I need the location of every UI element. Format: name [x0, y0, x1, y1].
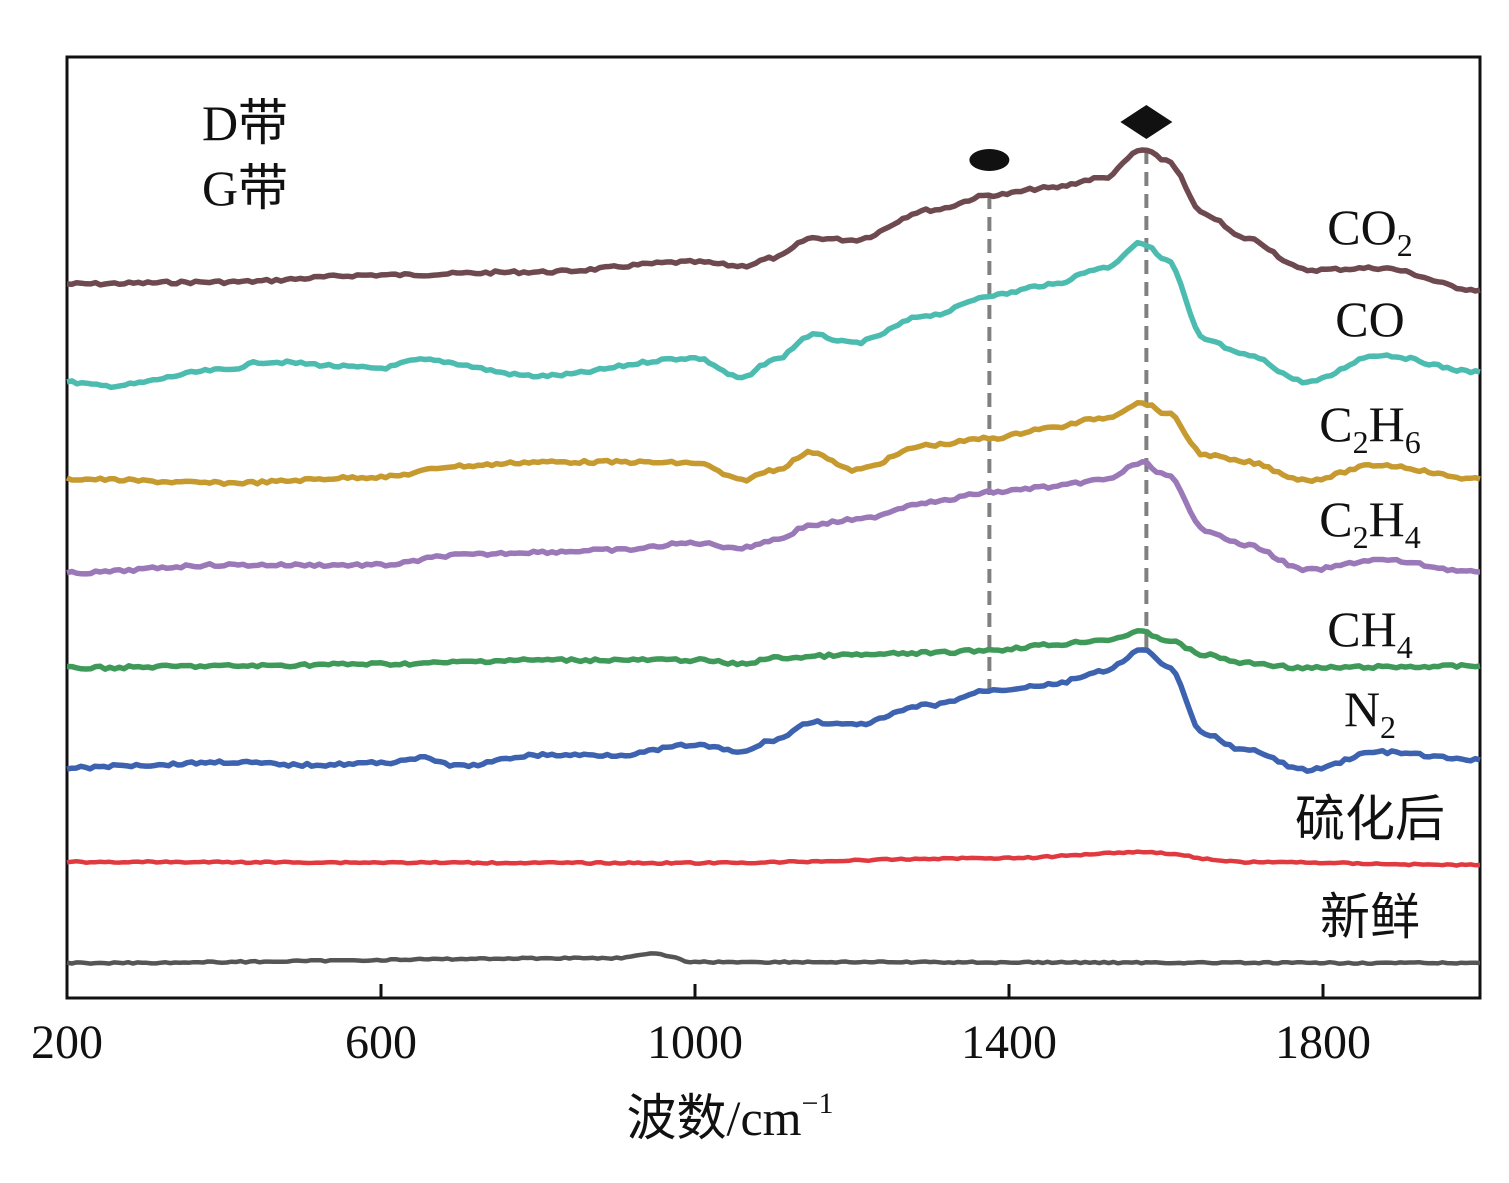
g-band-marker [1120, 105, 1173, 139]
series-line [66, 628, 1481, 672]
d-band-marker [969, 149, 1010, 171]
x-tick-label: 200 [31, 1016, 103, 1069]
series-label: C2H4 [1319, 491, 1420, 555]
x-tick-label: 600 [345, 1016, 417, 1069]
series-label: 硫化后 [1295, 791, 1445, 847]
x-axis-label-sup: −1 [802, 1087, 834, 1120]
series-line [66, 147, 1481, 294]
series-line [66, 458, 1481, 577]
series-label: N2 [1344, 681, 1396, 745]
x-tick-label: 1800 [1275, 1016, 1371, 1069]
x-axis-label-text: 波数/cm [627, 1090, 802, 1146]
x-axis-label: 波数/cm−1 [627, 1087, 834, 1146]
band-legend-g: G带 [202, 160, 288, 216]
series-line [66, 849, 1481, 868]
series-line [66, 951, 1481, 966]
x-tick-label: 1400 [961, 1016, 1057, 1069]
series-label: C2H6 [1319, 396, 1420, 460]
series-label: CO2 [1327, 199, 1412, 263]
x-tick-label: 1000 [647, 1016, 743, 1069]
band-legend-d: D带 [202, 95, 288, 151]
series-line [66, 239, 1481, 391]
plot-frame [65, 55, 1482, 1000]
series-label: CO [1335, 291, 1404, 347]
series-label: CH4 [1327, 601, 1412, 665]
series-line [66, 647, 1481, 774]
series-label: 新鲜 [1320, 889, 1420, 945]
series-line [65, 400, 1481, 488]
